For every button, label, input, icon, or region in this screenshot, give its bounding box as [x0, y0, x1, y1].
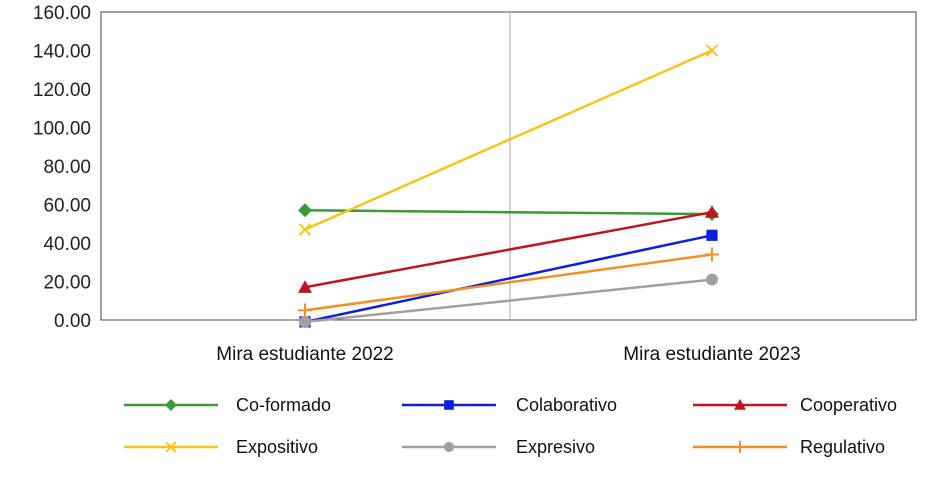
legend-entry: Co-formado — [124, 395, 331, 415]
plot-area — [100, 11, 917, 321]
data-point — [705, 205, 719, 218]
data-point — [706, 273, 718, 286]
legend-label: Regulativo — [800, 437, 885, 457]
series-line — [304, 278, 713, 324]
series-cooperativo — [298, 205, 719, 293]
data-point — [705, 247, 719, 262]
legend-label: Colaborativo — [516, 395, 617, 415]
data-point — [298, 280, 312, 293]
legend-marker — [734, 441, 746, 453]
data-point — [705, 44, 719, 57]
series-expositivo — [298, 44, 719, 236]
series-regulativo — [298, 247, 719, 318]
legend-marker — [444, 400, 454, 410]
legend: Co-formado Colaborativo Cooperativo Exposit… — [124, 395, 897, 457]
series-line — [304, 234, 713, 324]
legend-entry: Cooperativo — [693, 395, 897, 415]
legend-entry: Expresivo — [402, 437, 595, 457]
plot-border — [100, 11, 917, 321]
y-tick-label: 20.00 — [43, 273, 91, 294]
series-colaborativo — [299, 229, 718, 328]
y-tick-label: 0.00 — [54, 311, 91, 332]
y-tick-label: 100.00 — [33, 119, 91, 140]
legend-label: Cooperativo — [800, 395, 897, 415]
series-line — [304, 209, 713, 216]
x-category-label: Mira estudiante 2022 — [216, 344, 393, 365]
legend-marker — [734, 399, 746, 410]
legend-entry: Expositivo — [124, 437, 318, 457]
legend-label: Expositivo — [236, 437, 318, 457]
data-point — [706, 229, 718, 241]
legend-marker — [443, 441, 455, 453]
y-tick-label: 60.00 — [43, 196, 91, 217]
series-layer — [298, 44, 719, 328]
y-axis: 0.00 20.00 40.00 60.00 80.00 100.00 120.00 140.… — [33, 3, 91, 332]
x-category-label: Mira estudiante 2023 — [623, 344, 800, 365]
y-tick-label: 80.00 — [43, 157, 91, 178]
y-tick-label: 120.00 — [33, 80, 91, 101]
data-point — [299, 315, 311, 328]
series-expresivo — [299, 273, 718, 328]
data-point — [298, 303, 312, 318]
legend-label: Expresivo — [516, 437, 595, 457]
y-tick-label: 140.00 — [33, 42, 91, 63]
series-line — [304, 210, 713, 289]
data-point — [298, 203, 312, 218]
legend-entry: Regulativo — [693, 437, 885, 457]
legend-label: Co-formado — [236, 395, 331, 415]
series-line — [304, 253, 713, 312]
legend-entry: Colaborativo — [402, 395, 617, 415]
x-axis: Mira estudiante 2022 Mira estudiante 2023 — [216, 344, 800, 365]
y-tick-label: 40.00 — [43, 234, 91, 255]
y-tick-label: 160.00 — [33, 3, 91, 24]
legend-marker — [165, 399, 177, 411]
data-point — [298, 223, 312, 236]
series-line — [304, 49, 713, 231]
legend-marker — [165, 441, 177, 453]
